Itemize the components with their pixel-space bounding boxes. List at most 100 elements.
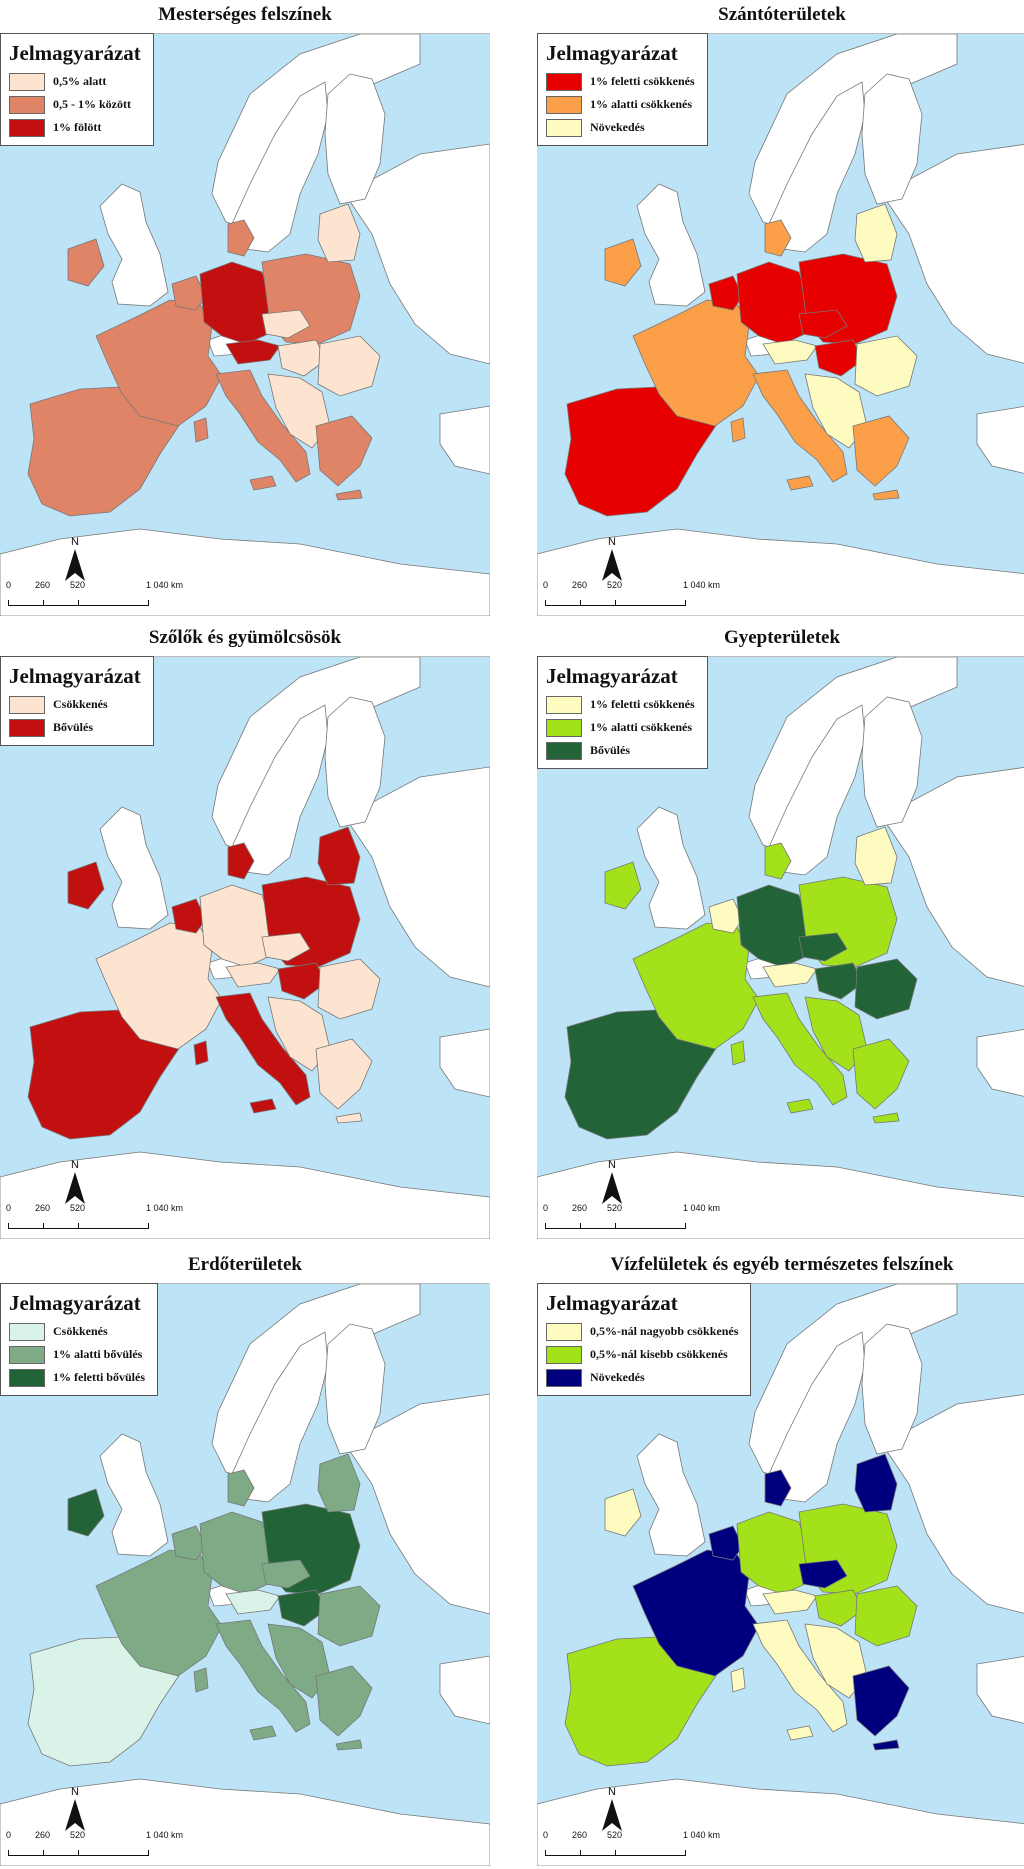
scale-tick: [43, 1850, 44, 1856]
legend-label: 1% alatti csökkenés: [590, 720, 692, 734]
legend-item: Csökkenés: [9, 693, 141, 716]
region-austria: [762, 339, 818, 365]
region-uk: [99, 1433, 169, 1557]
legend-item: 0,5%-nál nagyobb csökkenés: [546, 1320, 738, 1343]
scale-bar: N 0 260 520 1 040 km: [543, 1786, 720, 1857]
north-label: N: [608, 536, 616, 548]
panel-title: Gyepterületek: [723, 627, 841, 648]
scale-label: 260: [572, 1830, 588, 1840]
region-czech: [798, 1559, 848, 1589]
region-northafrica: [0, 528, 490, 616]
scale-label: 260: [572, 580, 588, 590]
legend-item: 0,5 - 1% között: [9, 93, 141, 116]
region-greece-island: [335, 489, 363, 501]
region-sweden: [768, 81, 866, 253]
region-northafrica: [0, 1778, 490, 1866]
region-sweden: [768, 704, 866, 876]
north-label: N: [608, 1159, 616, 1171]
scale-bar: N 0 260 520 1 040 km: [6, 536, 183, 607]
legend-item: 1% alatti csökkenés: [546, 93, 695, 116]
legend-swatch: [546, 695, 582, 714]
region-greece: [315, 415, 373, 487]
region-northafrica: [537, 1151, 1024, 1239]
legend-title: Jelmagyarázat: [546, 664, 678, 688]
panel-title: Erdőterületek: [188, 1254, 302, 1275]
legend-label: Csökkenés: [53, 697, 108, 711]
legend-swatch: [546, 1322, 582, 1341]
region-czech: [261, 932, 311, 962]
scale-line: [8, 1218, 149, 1229]
region-uk: [636, 806, 706, 930]
legend-label: 1% alatti csökkenés: [590, 97, 692, 111]
legend-swatch: [9, 95, 45, 114]
scale-label: 0: [6, 580, 12, 590]
legend-item: Bővülés: [9, 716, 141, 739]
north-label: N: [71, 1159, 79, 1171]
region-turkey: [439, 405, 490, 475]
region-greece: [315, 1665, 373, 1737]
legend-label: 1% fölött: [53, 120, 102, 134]
region-ireland: [604, 1488, 642, 1537]
region-finland: [324, 73, 386, 205]
scale-tick: [615, 1223, 616, 1229]
region-sweden: [231, 1331, 329, 1503]
legend-swatch: [546, 718, 582, 737]
region-ireland: [67, 1488, 105, 1537]
region-benelux: [171, 898, 207, 934]
region-romania: [317, 335, 381, 397]
north-label: N: [71, 1786, 79, 1798]
region-austria: [225, 962, 281, 988]
legend-item: 1% fölött: [9, 116, 141, 139]
scale-tick: [545, 1850, 546, 1856]
legend-label: Bővülés: [53, 720, 94, 734]
scale-label: 520: [607, 1203, 623, 1213]
scale-label: 1 040 km: [146, 580, 184, 590]
scale-line: [545, 1845, 686, 1856]
legend-label: 0,5% alatt: [53, 74, 107, 88]
legend-swatch: [9, 718, 45, 737]
legend-item: 1% alatti csökkenés: [546, 716, 695, 739]
region-greece: [852, 1038, 910, 1110]
legend-swatch: [9, 118, 45, 137]
map-svg: [537, 657, 1024, 1239]
legend-item: 1% feletti csökkenés: [546, 693, 695, 716]
north-arrow-shape: [602, 1172, 622, 1204]
region-ireland: [604, 238, 642, 287]
scale-label: 1 040 km: [683, 1203, 721, 1213]
region-austria: [762, 962, 818, 988]
region-denmark: [764, 842, 792, 880]
north-label: N: [71, 536, 79, 548]
region-russia: [344, 143, 490, 365]
scale-tick: [545, 600, 546, 606]
region-benelux: [708, 1525, 744, 1561]
legend-label: Növekedés: [590, 120, 645, 134]
scale-tick: [148, 1223, 149, 1229]
region-italy: [215, 992, 311, 1106]
region-italy: [752, 992, 848, 1106]
region-greece-island: [872, 1739, 900, 1751]
region-romania: [317, 958, 381, 1020]
map-svg: [0, 34, 490, 616]
scale-tick: [615, 1850, 616, 1856]
region-austria: [225, 1589, 281, 1615]
legend: Jelmagyarázat 1% feletti csökkenés 1% al…: [537, 33, 708, 146]
region-finland: [324, 1323, 386, 1455]
panel-title: Mesterséges felszínek: [158, 4, 332, 25]
region-italy-island: [193, 1040, 209, 1066]
region-uk: [99, 806, 169, 930]
legend: Jelmagyarázat Csökkenés 1% alatti bővülé…: [0, 1283, 158, 1396]
north-arrow-icon: N: [63, 1159, 87, 1206]
map-panel-artificial: Mesterséges felszínek Jelmagyarázat 0,5%…: [0, 0, 490, 616]
legend-item: 0,5% alatt: [9, 70, 141, 93]
scale-label: 260: [35, 1830, 51, 1840]
north-arrow-icon: N: [600, 1159, 624, 1206]
region-russia: [881, 1394, 1024, 1614]
map-svg: [0, 657, 490, 1239]
region-sweden: [231, 704, 329, 876]
region-turkey: [976, 406, 1024, 474]
region-greece: [315, 1038, 373, 1110]
region-northafrica: [0, 1151, 490, 1239]
scale-tick: [8, 1850, 9, 1856]
region-czech: [261, 1559, 311, 1589]
region-denmark: [227, 1469, 255, 1507]
